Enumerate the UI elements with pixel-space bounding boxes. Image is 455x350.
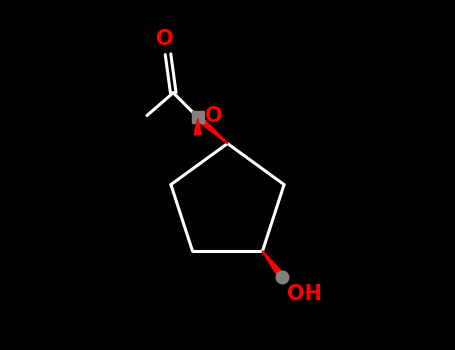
- Text: O: O: [156, 29, 173, 49]
- Text: O: O: [205, 105, 222, 126]
- Polygon shape: [262, 251, 288, 283]
- Text: OH: OH: [287, 284, 322, 304]
- Polygon shape: [194, 119, 201, 135]
- Polygon shape: [196, 115, 228, 144]
